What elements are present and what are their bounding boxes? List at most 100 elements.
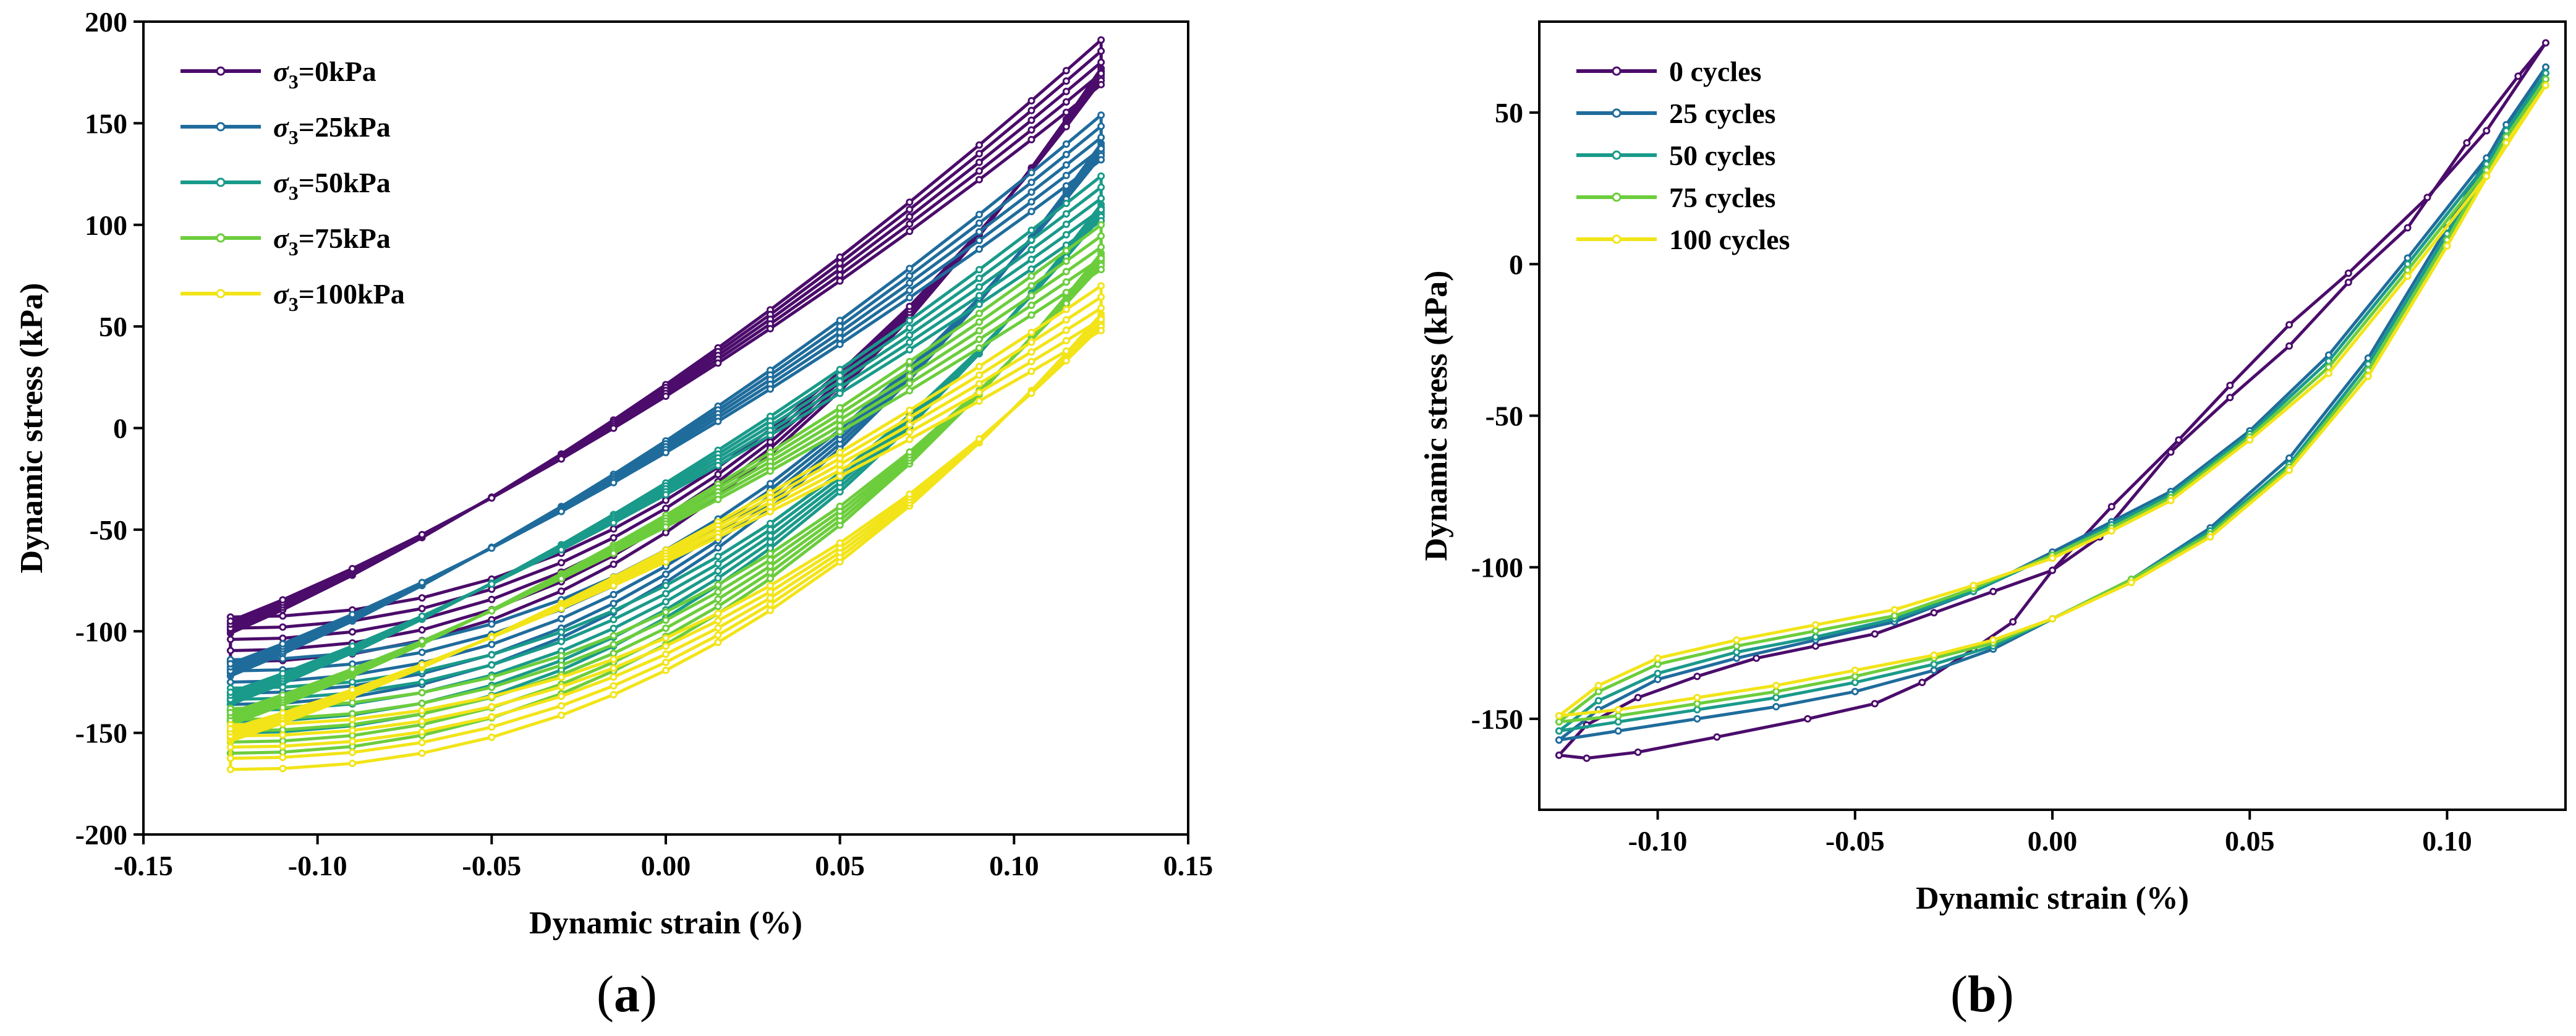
- chart-a-data-point: [558, 546, 565, 554]
- chart-b-data-point: [2423, 193, 2431, 202]
- chart-b-data-point: [1753, 654, 1761, 662]
- chart-a-data-point: [906, 357, 914, 365]
- chart-a-data-point: [976, 388, 983, 396]
- chart-b-data-point: [2049, 566, 2056, 574]
- chart-a-data-point: [976, 167, 983, 175]
- chart-a-data-point: [714, 588, 722, 596]
- chart-a-data-point: [1097, 254, 1105, 262]
- chart-b-data-point: [2127, 579, 2135, 587]
- chart-a-data-point: [610, 519, 618, 527]
- chart-a-y-tick-label: -50: [90, 514, 127, 546]
- chart-a-data-point: [226, 743, 234, 751]
- chart-a-data-point: [558, 628, 565, 636]
- chart-b-data-point: [1890, 612, 1898, 620]
- chart-a-data-point: [488, 640, 496, 648]
- chart-a-data-point: [1097, 58, 1105, 66]
- chart-a-data-point: [836, 328, 844, 336]
- chart-a-data-point: [662, 582, 670, 590]
- chart-a-data-point: [662, 624, 670, 632]
- chart-a-data-point: [1062, 316, 1070, 324]
- chart-a-data-point: [1097, 243, 1105, 251]
- chart-b-data-point: [1989, 587, 1997, 595]
- chart-a-data-point: [1062, 140, 1070, 148]
- chart-a-data-point: [906, 198, 914, 206]
- chart-a-data-point: [418, 612, 426, 620]
- chart-a-data-point: [906, 302, 914, 310]
- chart-a-data-point: [976, 266, 983, 274]
- chart-b-data-point: [2344, 270, 2352, 278]
- chart-b-data-point: [1614, 706, 1622, 714]
- chart-a-data-point: [349, 678, 356, 686]
- chart-a-data-point: [1097, 69, 1105, 77]
- chart-b-data-point: [2246, 436, 2254, 444]
- chart-b-data-point: [2049, 615, 2056, 623]
- chart-a-data-point: [1062, 88, 1070, 96]
- chart-a-legend-marker: [216, 122, 226, 132]
- chart-a-data-point: [1027, 272, 1035, 280]
- chart-a-data-point: [836, 316, 844, 325]
- chart-a-data-point: [558, 455, 565, 463]
- chart-a-data-point: [662, 558, 670, 566]
- chart-a-data-point: [1097, 156, 1105, 164]
- chart-a-data-point: [418, 648, 426, 656]
- chart-a-data-point: [1062, 305, 1070, 313]
- chart-a-data-point: [1027, 188, 1035, 196]
- chart-a-data-point: [1027, 179, 1035, 187]
- chart-b-y-tick-label: 0: [1509, 248, 1523, 280]
- chart-a-data-point: [836, 389, 844, 397]
- chart-b-data-point: [1594, 697, 1602, 705]
- chart-b-data-point: [2483, 172, 2491, 180]
- chart-b-data-point: [1930, 666, 1938, 674]
- chart-b-data-point: [1693, 694, 1701, 702]
- chart-b-data-point: [1733, 654, 1741, 662]
- chart-a-data-point: [488, 661, 496, 669]
- panel-b-caption: (b): [1950, 966, 2014, 1023]
- chart-b-data-point: [1693, 715, 1701, 723]
- chart-a-data-point: [836, 404, 844, 412]
- chart-a-data-point: [1097, 232, 1105, 240]
- chart-a-data-point: [418, 530, 426, 538]
- chart-a-data-point: [906, 414, 914, 422]
- chart-b-data-point: [2542, 81, 2550, 89]
- chart-b-series-4: [1555, 81, 2550, 720]
- chart-b-data-point: [1811, 633, 1819, 641]
- chart-a-y-tick-label: -150: [75, 718, 127, 749]
- chart-a-data-point: [1027, 348, 1035, 356]
- chart-a-data-point: [558, 637, 565, 645]
- chart-a-data-point: [906, 338, 914, 346]
- chart-a-data-point: [226, 647, 234, 655]
- chart-a-data-point: [1027, 282, 1035, 290]
- chart-a-data-point: [349, 564, 356, 572]
- chart-a-legend-label: σ3=100kPa: [273, 278, 405, 315]
- chart-a-data-point: [714, 574, 722, 582]
- chart-b-data-point: [1811, 627, 1819, 635]
- chart-a-data-point: [662, 523, 670, 531]
- chart-a-x-axis-label: Dynamic strain (%): [529, 906, 802, 941]
- chart-a-data-point: [1027, 338, 1035, 346]
- chart-a-data-point: [610, 682, 618, 690]
- chart-a-data-point: [976, 318, 983, 326]
- chart-a-data-point: [226, 635, 234, 643]
- chart-a-data-point: [976, 336, 983, 344]
- chart-a-data-point: [1097, 206, 1105, 214]
- chart-a-data-point: [279, 709, 287, 717]
- chart-a-data-point: [558, 605, 565, 613]
- chart-a-data-point: [226, 765, 234, 773]
- chart-a-data-point: [906, 205, 914, 213]
- chart-b-data-point: [1583, 754, 1591, 762]
- chart-a-data-point: [1027, 226, 1035, 234]
- chart-a-data-point: [418, 678, 426, 686]
- chart-b-data-point: [1772, 694, 1780, 702]
- chart-b-data-point: [1851, 666, 1859, 674]
- chart-a-data-point: [714, 359, 722, 367]
- chart-a-x-tick-label: 0.05: [815, 850, 865, 881]
- chart-a-data-point: [1027, 169, 1035, 177]
- chart-a-data-point: [558, 702, 565, 710]
- chart-a-data-point: [906, 346, 914, 354]
- chart-a-data-point: [558, 575, 565, 583]
- chart-a-data-point: [714, 544, 722, 552]
- chart-a-data-point: [662, 616, 670, 624]
- chart-b-data-point: [1772, 687, 1780, 695]
- chart-a-data-point: [1097, 266, 1105, 274]
- chart-a-data-point: [767, 588, 774, 596]
